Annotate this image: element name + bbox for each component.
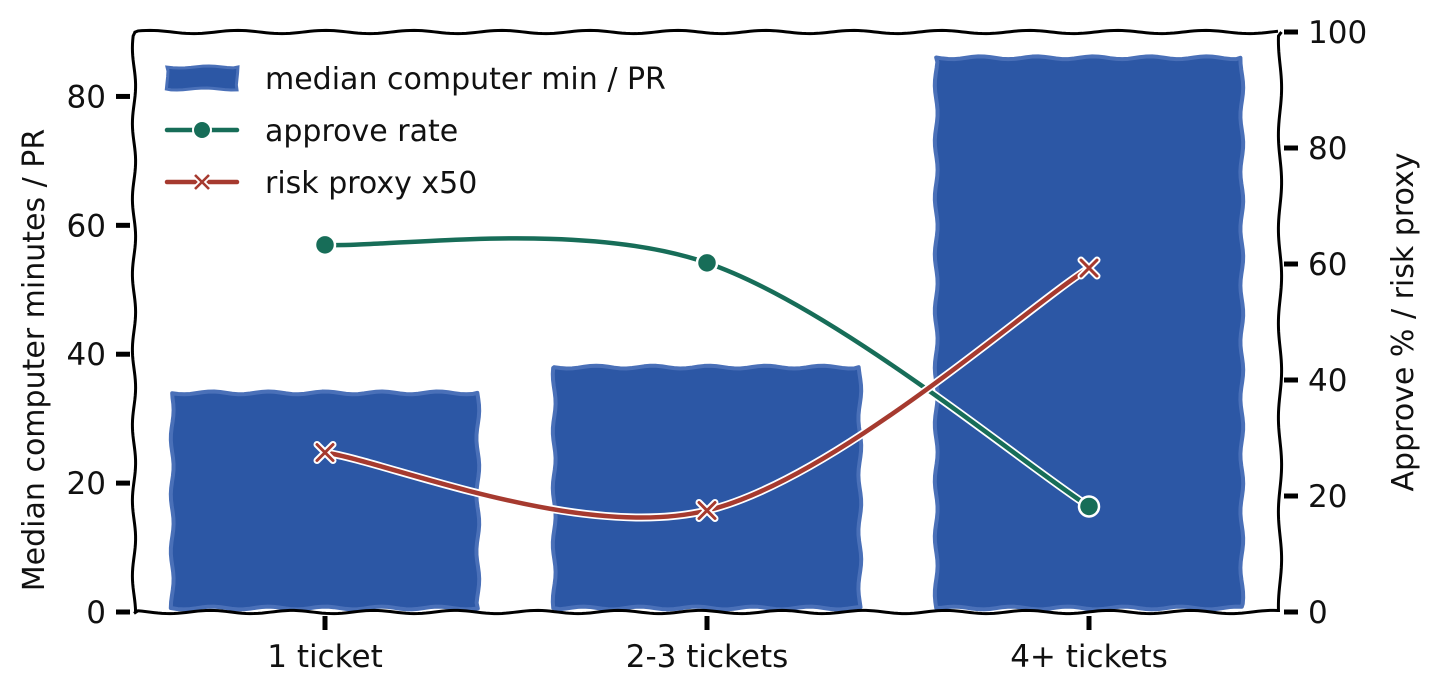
legend-label: risk proxy x50 bbox=[265, 166, 477, 201]
right-axis-title: Approve % / risk proxy bbox=[1386, 153, 1421, 492]
legend-label: median computer min / PR bbox=[265, 62, 666, 97]
left-tick-label: 80 bbox=[67, 79, 106, 115]
left-axis-title: Median computer minutes / PR bbox=[17, 129, 52, 591]
point-approve-2 bbox=[695, 251, 719, 275]
point-risk-2 bbox=[695, 499, 719, 522]
plot-frame bbox=[130, 28, 1284, 616]
marker-stroke-b bbox=[1079, 258, 1099, 278]
legend-label: approve rate bbox=[265, 114, 458, 149]
spine-top bbox=[133, 28, 1279, 36]
lines-layer bbox=[313, 233, 1101, 522]
legend-entry-2: approve rate bbox=[164, 114, 458, 149]
spine-left bbox=[130, 31, 138, 613]
left-tick-label: 0 bbox=[86, 595, 106, 631]
x-axis: 1 ticket 2-3 tickets 4+ tickets bbox=[267, 616, 1168, 675]
legend-marker-b bbox=[194, 174, 210, 190]
legend-entry-1: median computer min / PR bbox=[164, 62, 666, 97]
x-tick-label: 4+ tickets bbox=[1010, 639, 1168, 675]
right-tick-label: 100 bbox=[1308, 15, 1367, 51]
marker-stroke-b bbox=[315, 443, 335, 462]
legend-swatch-marker bbox=[192, 120, 212, 140]
legend: median computer min / PR approve rate risk… bbox=[164, 62, 666, 201]
legend-entry-3: risk proxy x50 bbox=[164, 166, 477, 201]
bar-3 bbox=[932, 54, 1246, 612]
spine-bottom bbox=[133, 608, 1279, 616]
marker-stroke-b bbox=[697, 501, 717, 520]
spine-right bbox=[1276, 31, 1284, 613]
right-tick-label: 80 bbox=[1308, 131, 1347, 167]
left-tick-label: 40 bbox=[67, 337, 106, 373]
right-y-axis: 0 20 40 60 80 100 bbox=[1284, 15, 1367, 631]
bar-2 bbox=[550, 363, 864, 612]
point-approve-1 bbox=[313, 233, 337, 257]
left-tick-label: 20 bbox=[67, 466, 106, 502]
right-tick-label: 60 bbox=[1308, 247, 1347, 283]
right-tick-label: 40 bbox=[1308, 363, 1347, 399]
left-y-axis: 0 20 40 60 80 bbox=[67, 79, 130, 631]
bar-1 bbox=[168, 389, 482, 612]
x-tick-label: 2-3 tickets bbox=[626, 639, 789, 675]
bars-layer bbox=[168, 54, 1246, 612]
point-approve-3 bbox=[1077, 495, 1101, 518]
legend-swatch-bar bbox=[164, 64, 240, 92]
left-tick-label: 60 bbox=[67, 208, 106, 244]
point-risk-3 bbox=[1077, 256, 1101, 280]
x-tick-label: 1 ticket bbox=[267, 639, 382, 675]
right-tick-label: 20 bbox=[1308, 479, 1347, 515]
right-tick-label: 0 bbox=[1308, 595, 1328, 631]
point-risk-1 bbox=[313, 441, 337, 464]
